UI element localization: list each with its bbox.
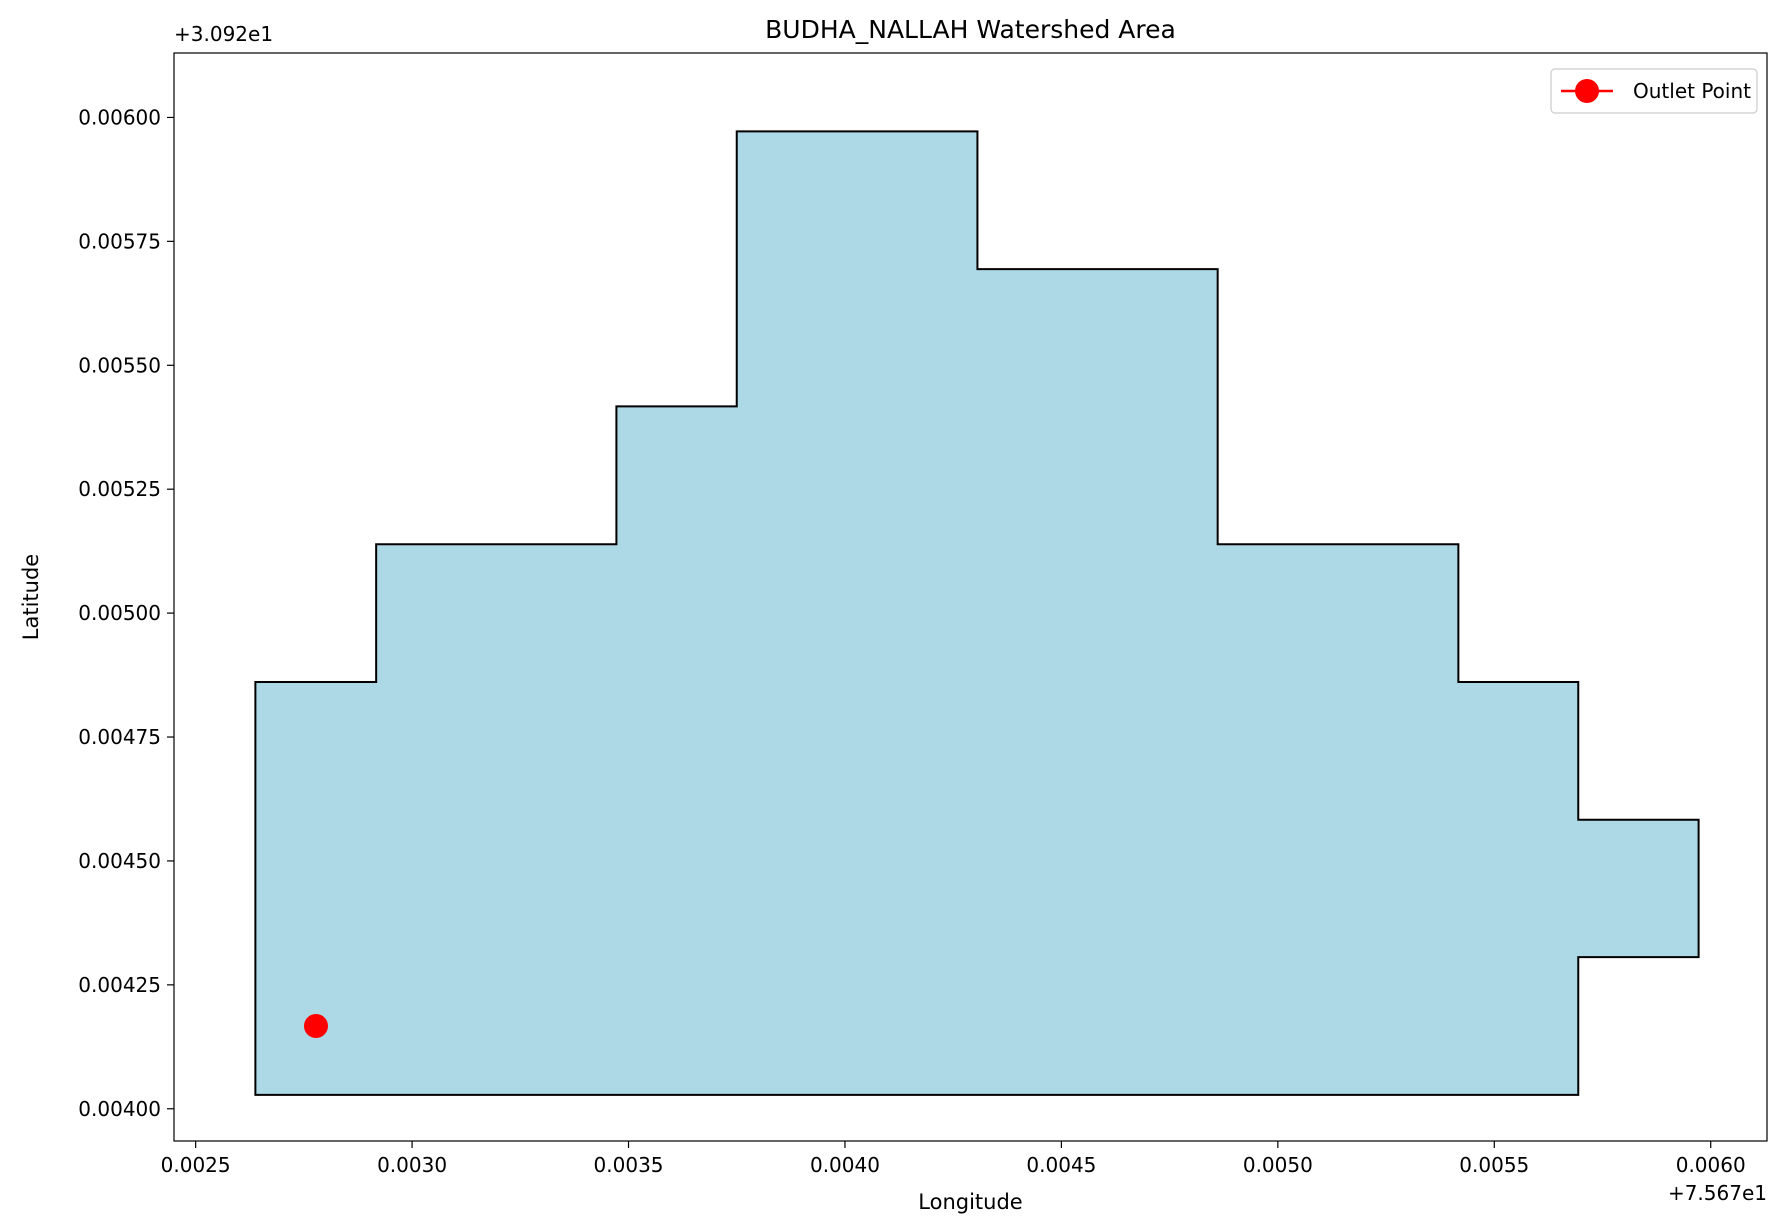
x-tick-label: 0.0060 [1676, 1153, 1746, 1177]
y-tick-label: 0.00475 [78, 725, 161, 749]
x-axis-label: Longitude [918, 1190, 1022, 1214]
y-tick-label: 0.00550 [78, 353, 161, 377]
x-tick-label: 0.0035 [594, 1153, 664, 1177]
legend: Outlet Point [1550, 68, 1758, 114]
x-tick-label: 0.0055 [1459, 1153, 1529, 1177]
legend-point-marker [1575, 79, 1599, 103]
y-tick-label: 0.00400 [78, 1097, 161, 1121]
watershed-polygon [254, 130, 1700, 1096]
x-tick-label: 0.0040 [810, 1153, 880, 1177]
legend-label-outlet-point: Outlet Point [1633, 79, 1751, 103]
y-tick-label: 0.00525 [78, 477, 161, 501]
y-tick-label: 0.00450 [78, 849, 161, 873]
x-tick-label: 0.0045 [1026, 1153, 1096, 1177]
outlet-point-marker [303, 1014, 328, 1039]
y-axis-label: Latitude [19, 554, 43, 640]
y-tick-label: 0.00500 [78, 601, 161, 625]
x-tick-label: 0.0050 [1243, 1153, 1313, 1177]
y-tick-label: 0.00600 [78, 105, 161, 129]
y-axis-offset-label: +3.092e1 [174, 22, 273, 46]
x-tick-label: 0.0030 [377, 1153, 447, 1177]
chart-title: BUDHA_NALLAH Watershed Area [765, 15, 1176, 44]
axes-frame [173, 52, 1768, 1142]
y-tick-label: 0.00575 [78, 229, 161, 253]
x-axis-offset-label: +7.567e1 [1668, 1181, 1767, 1205]
legend-box [1550, 68, 1758, 114]
x-tick-label: 0.0025 [161, 1153, 231, 1177]
y-tick-label: 0.00425 [78, 973, 161, 997]
